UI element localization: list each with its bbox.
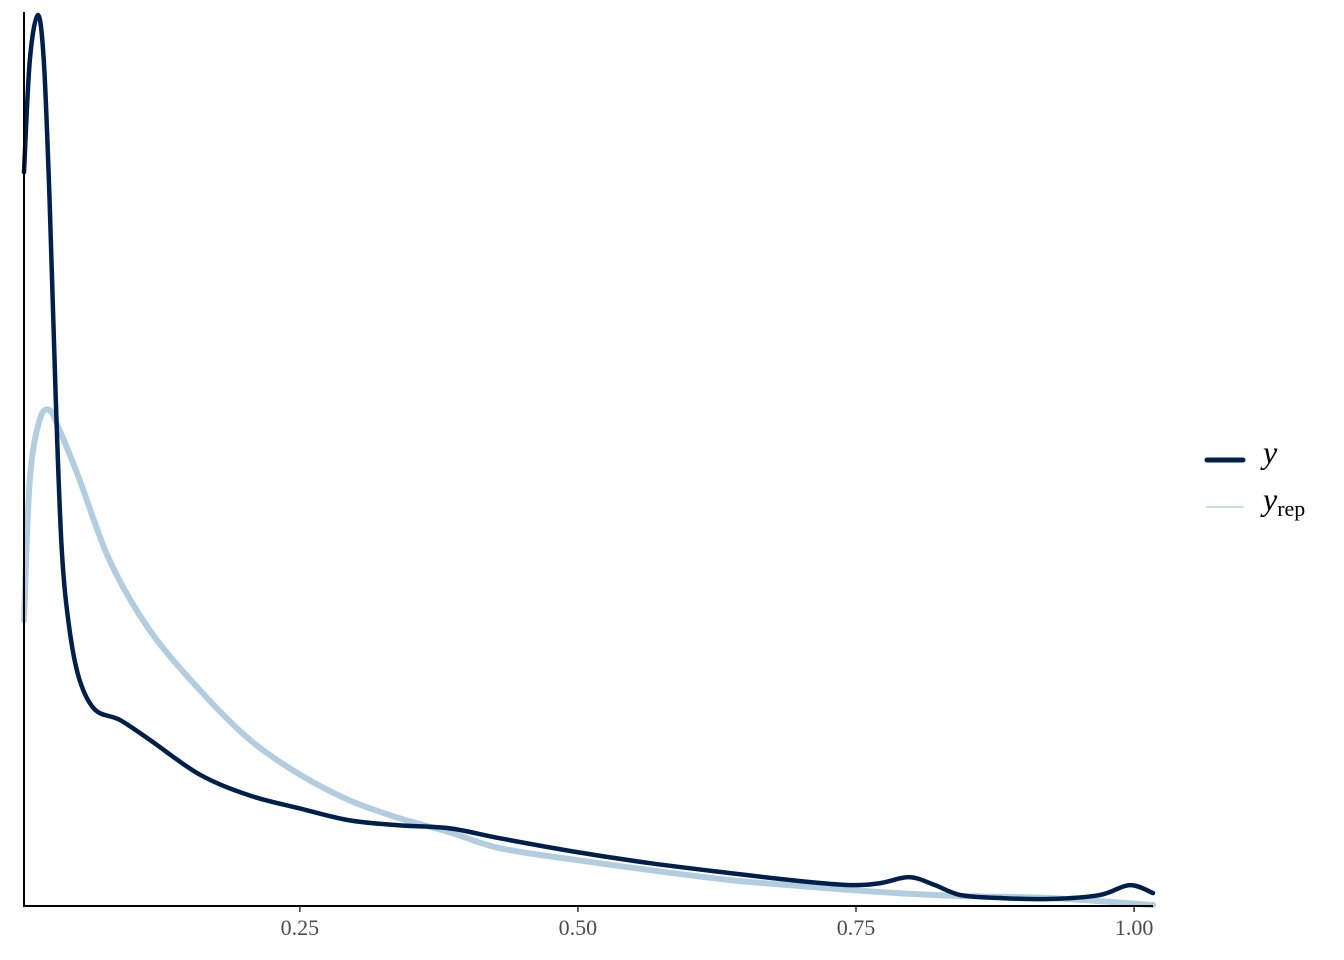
series-layer (21, 12, 1156, 909)
x-tick-label: 0.75 (837, 915, 876, 940)
legend-subscript: rep (1277, 496, 1305, 521)
legend-name: y (1260, 481, 1278, 517)
density-line (21, 406, 1156, 909)
legend-label: yrep (1260, 481, 1305, 521)
legend-name: y (1260, 434, 1278, 470)
x-tick-label: 1.00 (1115, 915, 1154, 940)
x-tick-label: 0.50 (559, 915, 598, 940)
density-line (21, 12, 1156, 902)
x-tick-label: 0.25 (281, 915, 320, 940)
legend-label: y (1260, 434, 1278, 470)
